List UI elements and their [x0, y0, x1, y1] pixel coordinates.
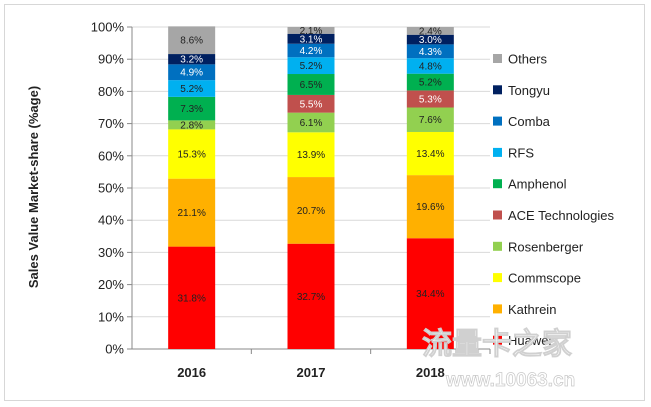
y-tick-label: 100%: [91, 20, 125, 35]
bar-segment: [406, 175, 454, 239]
data-label: 5.2%: [300, 61, 323, 72]
legend-swatch: [493, 304, 502, 314]
bar-segment: [287, 94, 335, 113]
bar-segment: [287, 33, 335, 44]
bar-segment: [287, 132, 335, 178]
legend-swatch: [493, 210, 502, 220]
data-label: 5.2%: [180, 84, 203, 95]
legend-label: Rosenberger: [508, 239, 584, 254]
data-label: 5.3%: [419, 94, 442, 105]
bar-segment: [168, 246, 216, 349]
data-label: 2.8%: [180, 120, 203, 131]
data-label: 7.3%: [180, 104, 203, 115]
data-label: 19.6%: [416, 202, 444, 213]
y-axis-label: Sales Value Market-share (%age): [26, 86, 41, 288]
bar-segment: [168, 64, 216, 81]
data-label: 32.7%: [297, 292, 325, 303]
data-label: 4.2%: [300, 46, 323, 57]
bar-segment: [168, 80, 216, 97]
y-tick-label: 0%: [105, 342, 124, 357]
bar-segment: [406, 107, 454, 132]
data-label: 5.5%: [300, 99, 323, 110]
legend-swatch: [493, 179, 502, 189]
legend-label: Kathrein: [508, 302, 556, 317]
legend-label: Others: [508, 52, 548, 67]
legend-label: Commscope: [508, 271, 581, 286]
bar-segment: [168, 54, 216, 65]
legend-label: Amphenol: [508, 177, 567, 192]
data-label: 8.6%: [180, 36, 203, 47]
data-label: 6.5%: [300, 80, 323, 91]
watermark-text: 流量卡之家: [422, 327, 572, 362]
data-label: 7.6%: [419, 115, 442, 126]
legend-swatch: [493, 54, 502, 63]
data-label: 6.1%: [300, 118, 323, 129]
bar-segment: [168, 26, 216, 55]
legend-swatch: [493, 335, 502, 345]
data-label: 4.8%: [419, 61, 442, 72]
legend-swatch: [493, 273, 502, 283]
bar-segment: [287, 27, 335, 34]
bar-segment: [406, 58, 454, 74]
bar-segment: [406, 44, 454, 59]
data-label: 13.9%: [297, 150, 325, 161]
x-tick-label: 2018: [416, 365, 445, 380]
data-label: 3.1%: [300, 34, 323, 45]
bar-segment: [287, 57, 335, 75]
bar-segment: [168, 96, 216, 121]
bar-segment: [287, 243, 335, 349]
y-tick-label: 70%: [98, 116, 124, 131]
data-label: 20.7%: [297, 206, 325, 217]
x-tick-label: 2016: [177, 365, 206, 380]
y-tick-label: 10%: [98, 309, 124, 324]
bar-segment: [287, 74, 335, 95]
legend-label: RFS: [508, 145, 534, 160]
watermark: 流量卡之家 www.10063.cn: [422, 327, 576, 392]
bar-segment: [168, 129, 216, 179]
bar-segment: [287, 112, 335, 133]
data-label: 3.0%: [419, 35, 442, 46]
legend-swatch: [493, 116, 502, 126]
data-label: 15.3%: [177, 150, 205, 161]
bar-segment: [406, 90, 454, 108]
data-label: 34.4%: [416, 289, 444, 300]
data-label: 21.1%: [177, 208, 205, 219]
legend-swatch: [493, 241, 502, 251]
legend-label: Tongyu: [508, 83, 550, 98]
y-tick-label: 80%: [98, 84, 124, 99]
legend-label: Huawei: [508, 333, 551, 348]
y-tick-label: 90%: [98, 52, 124, 67]
bar-segment: [168, 120, 216, 130]
y-tick-label: 60%: [98, 148, 124, 163]
data-label: 3.2%: [180, 55, 203, 66]
legend-swatch: [493, 147, 502, 157]
bar-segment: [406, 27, 454, 35]
x-tick-label: 2017: [297, 365, 326, 380]
y-tick-label: 50%: [98, 181, 124, 196]
y-tick-label: 30%: [98, 245, 124, 260]
y-tick-label: 20%: [98, 277, 124, 292]
bar-segment: [406, 131, 454, 176]
data-label: 2.4%: [419, 26, 442, 37]
legend-label: ACE Technologies: [508, 208, 614, 223]
legend-label: Comba: [508, 114, 551, 129]
data-label: 4.3%: [419, 47, 442, 58]
data-label: 4.9%: [180, 68, 203, 79]
data-label: 2.1%: [300, 26, 323, 37]
legend-swatch: [493, 85, 502, 95]
bar-segment: [406, 34, 454, 45]
data-label: 31.8%: [177, 293, 205, 304]
bar-segment: [406, 238, 454, 349]
bar-segment: [406, 73, 454, 91]
bar-segment: [287, 43, 335, 58]
bar-segment: [168, 178, 216, 247]
watermark-url: www.10063.cn: [445, 370, 575, 391]
bar-segment: [287, 177, 335, 244]
y-tick-label: 40%: [98, 213, 124, 228]
data-label: 5.2%: [419, 78, 442, 89]
data-label: 13.4%: [416, 149, 444, 160]
